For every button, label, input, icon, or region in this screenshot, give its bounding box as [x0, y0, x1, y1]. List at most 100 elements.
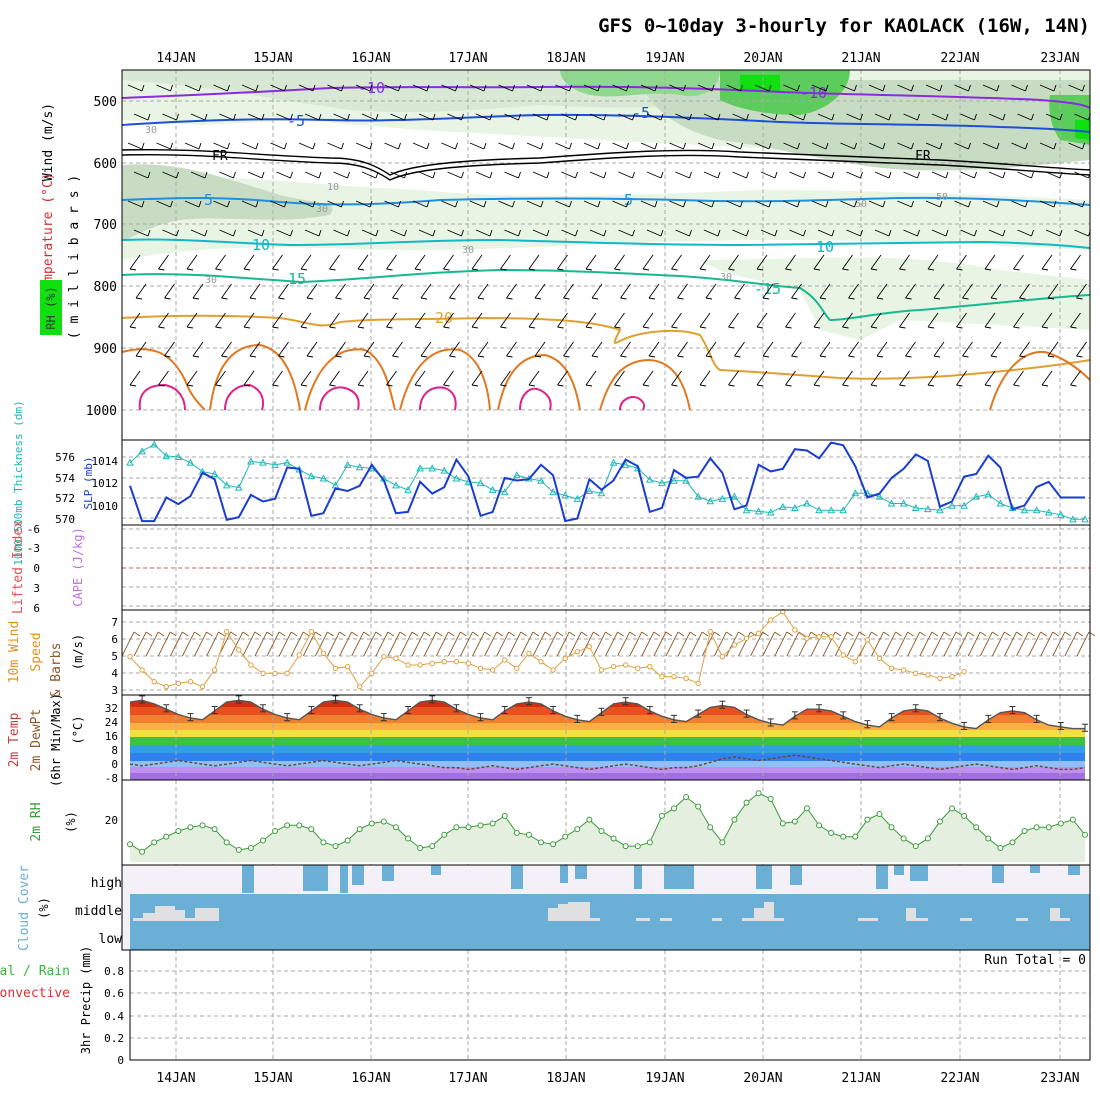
upper-barb — [441, 84, 458, 92]
label-rh30-d: 30 — [720, 272, 732, 283]
barb-staff — [333, 113, 348, 121]
thickness-marker — [247, 457, 255, 465]
upper-barb — [905, 283, 916, 300]
barb-staff — [728, 370, 739, 386]
cloud-high-bar — [575, 865, 587, 879]
thickness-marker — [924, 505, 932, 513]
wind10-barb — [447, 631, 461, 657]
barb-flag — [357, 326, 365, 329]
upper-barb — [789, 171, 806, 179]
barb-flag — [249, 355, 257, 358]
barb-staff — [526, 142, 542, 150]
upper-barb — [982, 84, 1000, 92]
upper-barb — [392, 283, 403, 300]
barb-staff — [186, 254, 198, 270]
wind10-barb-flag — [883, 631, 890, 637]
barb-staff — [669, 142, 684, 150]
cloud-high-bar — [431, 865, 441, 875]
barb-flag — [774, 113, 778, 121]
wind10-barb — [375, 631, 389, 657]
wind10-marker — [888, 665, 895, 672]
wind10-barb — [762, 631, 776, 657]
upper-barb — [1013, 254, 1024, 271]
barb-staff — [785, 370, 796, 386]
barb-staff — [614, 370, 625, 386]
wind10-barb — [435, 631, 449, 657]
barb-flag — [534, 297, 542, 300]
barb-staff — [158, 254, 169, 270]
upper-barb — [563, 283, 574, 300]
barb-staff — [925, 200, 941, 208]
wind10-marker — [683, 675, 689, 682]
upper-barb — [589, 229, 607, 237]
date-label-bottom: 16JAN — [351, 1071, 390, 1086]
ylabel-thickness: 1000-500mb Thickness (dm) — [12, 400, 25, 566]
tick-1012: 1012 — [92, 477, 119, 490]
barb-flag — [192, 355, 200, 358]
barb-staff — [555, 142, 570, 150]
barb-flag — [290, 113, 293, 121]
upper-barb — [783, 142, 800, 150]
barb-staff — [477, 341, 489, 357]
wind10-barb-flag — [544, 631, 552, 637]
barb-staff — [241, 142, 257, 150]
thickness-marker — [355, 463, 364, 471]
barb-staff — [846, 171, 861, 179]
wind10-barb-flag — [593, 631, 600, 637]
thickness-marker — [597, 489, 606, 497]
thickness-marker — [621, 460, 630, 468]
barb-flag — [917, 171, 920, 179]
barb-flag — [671, 384, 678, 387]
barb-flag — [506, 297, 513, 300]
upper-barb — [726, 142, 743, 150]
upper-barb — [899, 254, 910, 271]
tick-t24: 24 — [105, 716, 119, 729]
wind10-barb — [955, 631, 969, 657]
wind10-marker — [767, 617, 774, 623]
upper-barb — [190, 229, 208, 237]
barb-staff — [870, 370, 882, 386]
upper-barb — [612, 200, 629, 208]
wind10-barb — [713, 631, 727, 657]
barb-staff — [471, 254, 483, 270]
wind10-barb — [967, 631, 981, 657]
thickness-marker — [186, 458, 195, 466]
barb-staff — [931, 229, 947, 237]
upper-barb — [363, 283, 375, 300]
upper-barb — [754, 200, 772, 208]
barb-staff — [357, 370, 369, 386]
wind10-barb-flag — [1028, 631, 1035, 637]
upper-barb — [384, 142, 401, 150]
wind10-barb — [943, 631, 957, 657]
barb-flag — [249, 297, 257, 300]
wind-grid — [122, 610, 1090, 695]
barb-staff — [276, 229, 291, 237]
barb-flag — [705, 355, 713, 358]
barb-staff — [789, 113, 804, 121]
upper-barb — [270, 84, 287, 92]
upper-barb — [699, 370, 711, 387]
barb-staff — [241, 84, 257, 92]
barb-staff — [956, 254, 967, 270]
barb-flag — [620, 355, 627, 358]
wind10-barb-flag — [278, 631, 286, 637]
barb-staff — [213, 84, 228, 92]
barb-staff — [669, 84, 684, 92]
barb-staff — [817, 113, 833, 121]
slp-left-ticks: 576 574 572 570 — [55, 451, 75, 526]
tick-1010: 1010 — [92, 500, 119, 513]
rh2m-marker — [127, 841, 133, 848]
tick-tneg8: -8 — [105, 772, 118, 785]
barb-staff — [504, 229, 519, 237]
cloud-middle-gap — [578, 902, 590, 921]
wind10-marker — [925, 672, 931, 678]
wind10-barb — [411, 631, 425, 657]
barb-flag — [642, 384, 650, 387]
barb-staff — [557, 312, 568, 328]
thickness-marker — [271, 460, 279, 468]
barb-staff — [705, 283, 717, 299]
barb-flag — [404, 171, 407, 179]
upper-barb — [215, 370, 226, 387]
barb-staff — [414, 370, 426, 386]
